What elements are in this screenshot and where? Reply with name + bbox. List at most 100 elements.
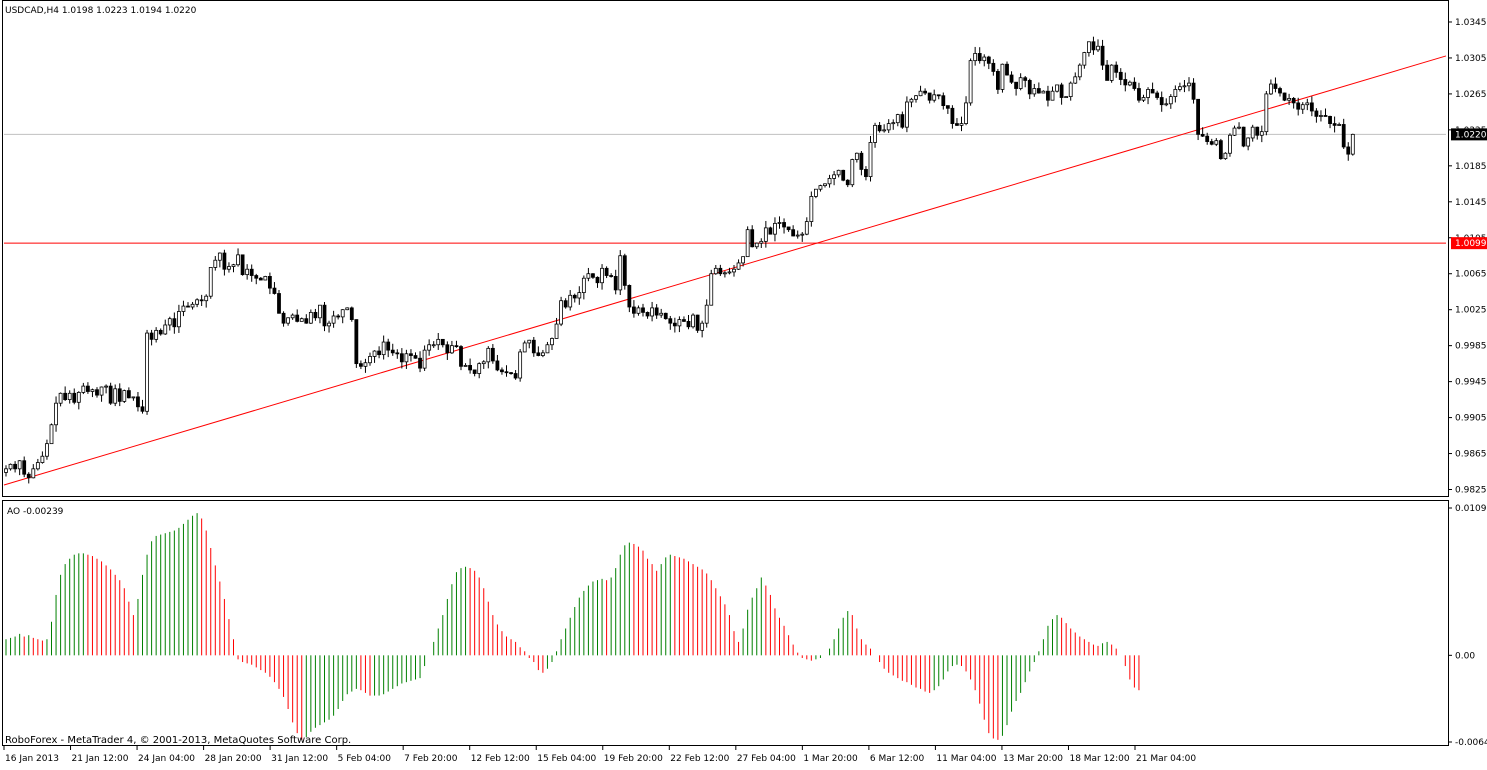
candle-body-bull: [528, 340, 531, 343]
candle: [460, 345, 463, 370]
candle-body-bear: [596, 277, 599, 282]
candle: [50, 424, 53, 445]
indicator-info-label: AO -0.00239: [7, 507, 64, 517]
time-axis-label: 7 Feb 20:00: [404, 754, 458, 764]
candle: [664, 313, 667, 320]
footer-credit: RoboForex - MetaTrader 4, © 2001-2013, M…: [5, 735, 351, 746]
candle-body-bear: [223, 253, 226, 269]
candle-body-bull: [1165, 104, 1168, 105]
candle-body-bull: [651, 308, 654, 316]
candle-body-bear: [273, 288, 276, 293]
candle-body-bull: [50, 425, 53, 444]
candle-body-bull: [182, 306, 185, 311]
candle-body-bull: [933, 95, 936, 100]
candle: [619, 250, 622, 295]
candle-body-bear: [878, 125, 881, 130]
candle-body-bear: [1292, 98, 1295, 102]
candle: [851, 159, 854, 187]
candle-body-bull: [246, 269, 249, 274]
candle-body-bear: [996, 71, 999, 89]
candle-body-bear: [946, 106, 949, 109]
candle: [346, 307, 349, 310]
candle-body-bull: [291, 315, 294, 318]
candle-body-bull: [833, 175, 836, 179]
candle-body-bear: [255, 276, 258, 279]
time-axis-label: 13 Mar 20:00: [1003, 754, 1063, 764]
candle-body-bear: [305, 319, 308, 323]
candle-body-bear: [1210, 142, 1213, 145]
time-axis-label: 21 Jan 12:00: [72, 754, 129, 764]
candle-body-bull: [764, 228, 767, 241]
candle-body-bear: [614, 276, 617, 289]
candle-body-bull: [332, 316, 335, 323]
candle: [1056, 85, 1059, 93]
candle: [1265, 91, 1268, 135]
candle-body-bull: [1306, 103, 1309, 105]
candle-body-bull: [678, 320, 681, 326]
candle-body-bull: [723, 273, 726, 274]
price-axis-label: 1.0305: [1455, 54, 1487, 64]
price-axis-label: 0.9945: [1455, 378, 1487, 388]
candle-body-bull: [328, 323, 331, 326]
candle-body-bull: [760, 241, 763, 243]
ao-axis-label: 0.01098: [1455, 504, 1487, 514]
candle-body-bear: [400, 354, 403, 362]
candle-body-bear: [127, 391, 130, 398]
candle-body-bear: [783, 222, 786, 226]
candle-body-bear: [669, 319, 672, 323]
candle-body-bull: [309, 312, 312, 323]
current-price-label: 1.0220: [1455, 130, 1487, 140]
candle: [696, 315, 699, 333]
candle-body-bear: [719, 268, 722, 273]
candle-body-bear: [1024, 78, 1027, 81]
candle-body-bear: [842, 170, 845, 180]
candle-body-bear: [350, 308, 353, 320]
candle-body-bear: [1137, 89, 1140, 101]
candle-body-bull: [1065, 97, 1068, 98]
time-axis-label: 6 Mar 12:00: [870, 754, 925, 764]
candle-body-bull: [482, 362, 485, 364]
candle-body-bull: [546, 345, 549, 353]
candle-body-bear: [1274, 84, 1277, 88]
time-axis-label: 15 Feb 04:00: [537, 754, 596, 764]
candle: [1283, 93, 1286, 102]
candle-body-bear: [1119, 72, 1122, 79]
candle-body-bear: [200, 300, 203, 301]
candle-body-bull: [1074, 77, 1077, 83]
candle-body-bear: [1329, 116, 1332, 123]
candle-body-bear: [250, 269, 253, 275]
candle-body-bear: [751, 230, 754, 247]
candle-body-bull: [369, 356, 372, 362]
time-axis-label: 5 Feb 04:00: [338, 754, 392, 764]
candle-body-bull: [892, 123, 895, 124]
candle-body-bull: [874, 125, 877, 142]
candle-body-bull: [1097, 46, 1100, 50]
candle-body-bear: [1124, 80, 1127, 85]
candle-body-bull: [733, 269, 736, 272]
candle-body-bull: [59, 393, 62, 403]
candle: [146, 330, 149, 415]
candle: [123, 390, 126, 403]
price-pane-frame: [3, 1, 1449, 497]
candle-body-bull: [869, 142, 872, 176]
candle-body-bear: [1015, 82, 1018, 88]
candle-body-bull: [601, 268, 604, 282]
candle-body-bull: [819, 186, 822, 190]
candle-body-bull: [405, 354, 408, 362]
candle-body-bull: [1260, 132, 1263, 136]
candle-body-bear: [355, 320, 358, 364]
candle-body-bull: [177, 311, 180, 326]
candle-body-bull: [423, 350, 426, 368]
price-axis-label: 0.9865: [1455, 450, 1487, 460]
candle-body-bull: [1001, 64, 1004, 89]
candle-body-bear: [610, 276, 613, 277]
candle-body-bear: [924, 91, 927, 93]
candle-body-bear: [259, 278, 262, 280]
candle-body-bear: [387, 342, 390, 350]
candle: [1065, 97, 1068, 98]
candle-body-bear: [696, 315, 699, 330]
candle-body-bear: [510, 373, 513, 374]
time-axis-label: 31 Jan 12:00: [271, 754, 328, 764]
